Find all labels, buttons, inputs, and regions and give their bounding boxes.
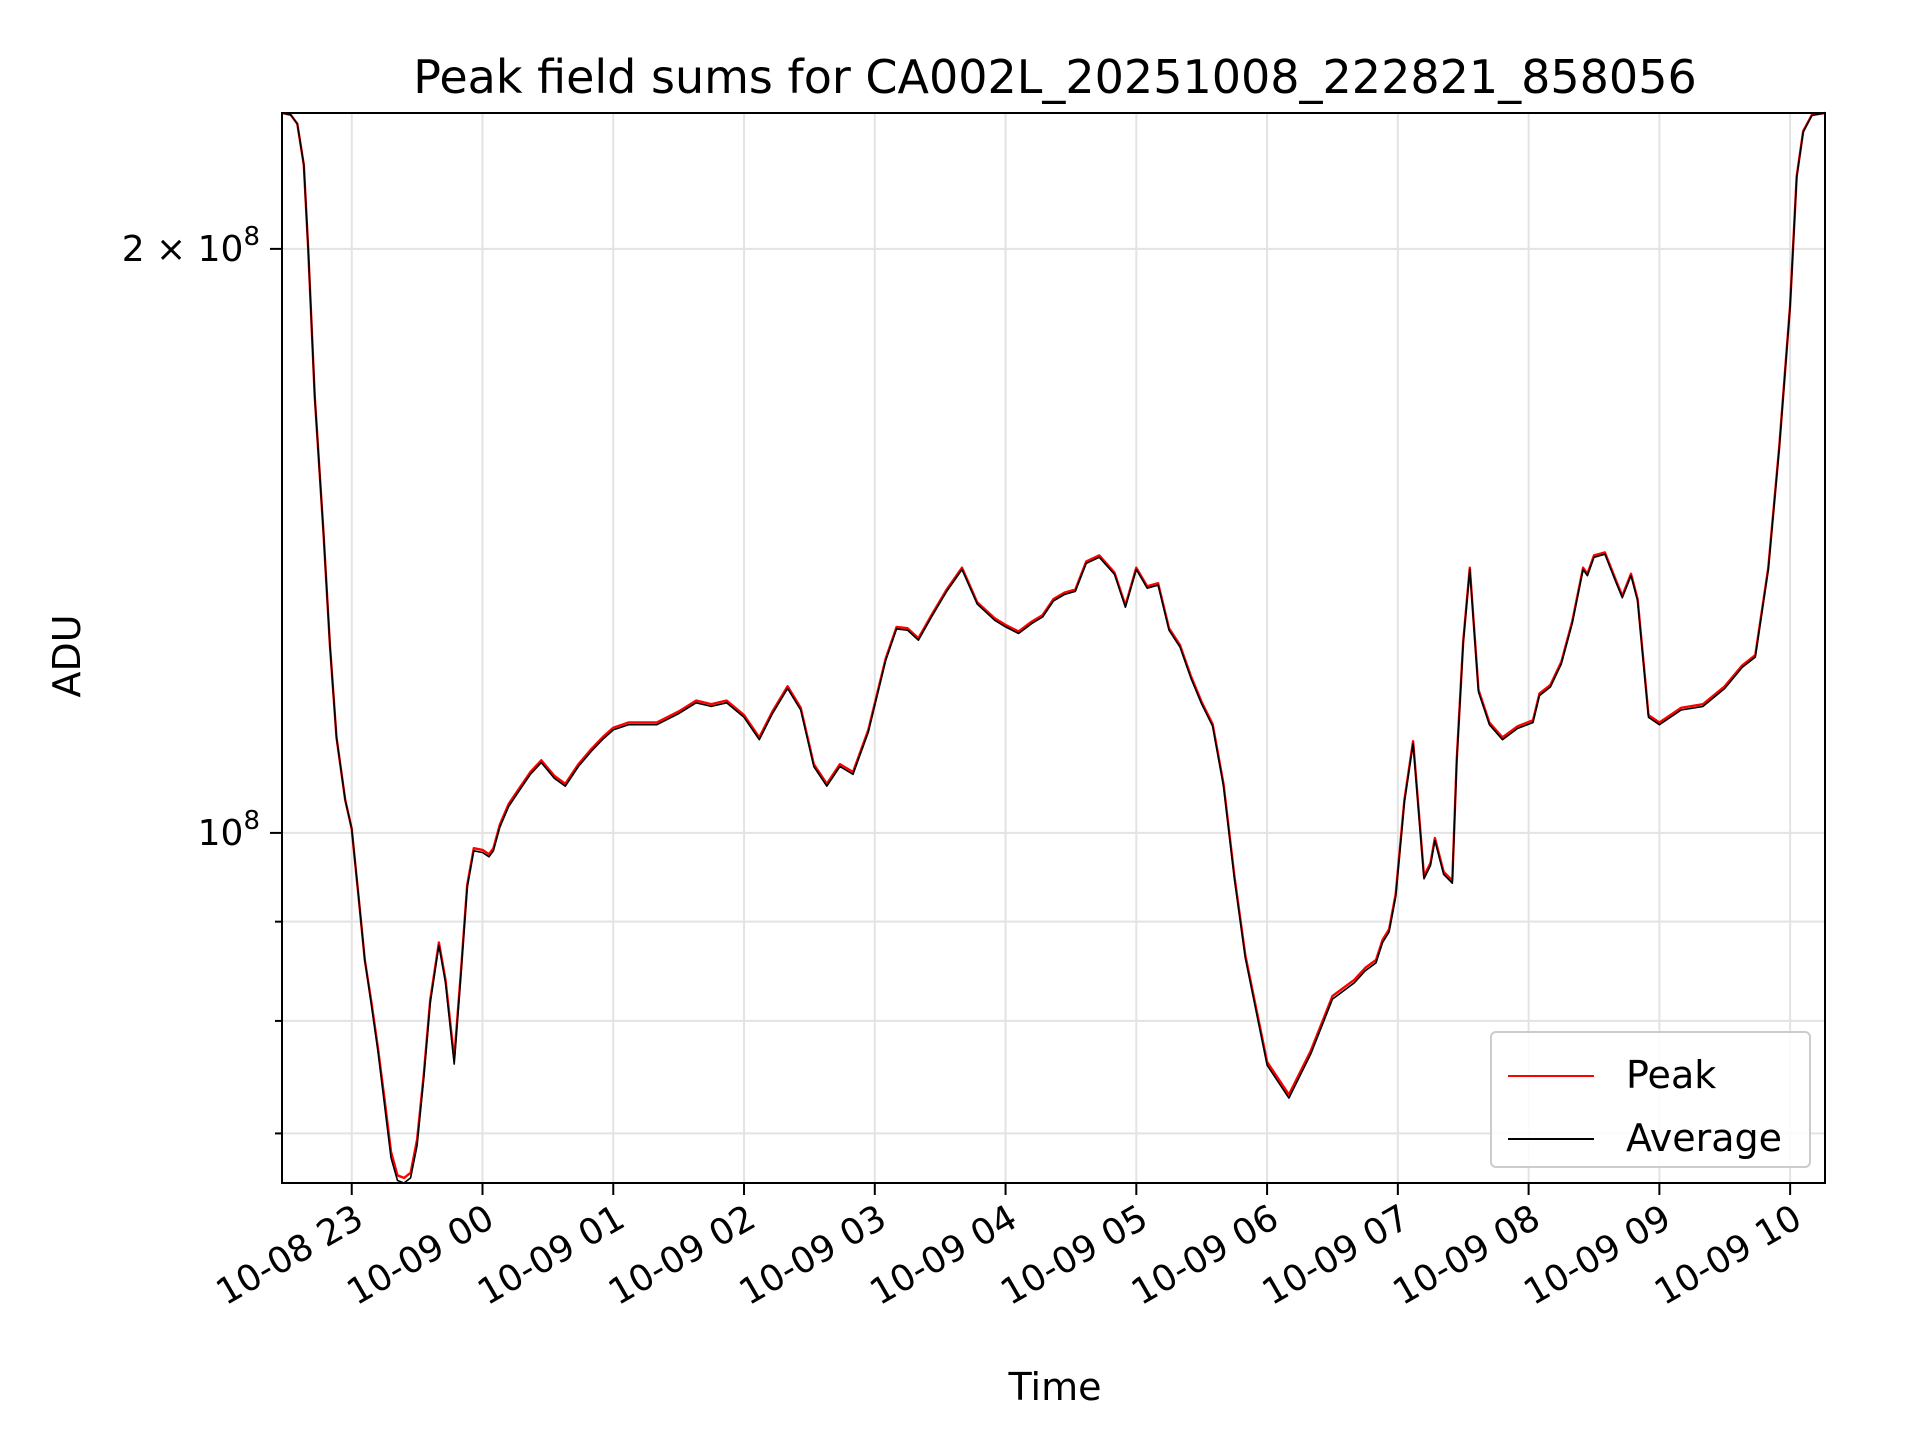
x-tick-label: 10-08 23 [210, 1197, 371, 1313]
legend-item-peak: Peak [1492, 1053, 1809, 1097]
x-tick-label: 10-09 10 [1648, 1197, 1809, 1313]
plot-frame [281, 112, 1826, 1184]
y-tick-label: 108 [198, 806, 260, 854]
y-axis-label: ADU [45, 614, 89, 698]
x-tick-label: 10-09 02 [602, 1197, 763, 1313]
x-tick-label: 10-09 06 [1125, 1197, 1286, 1313]
series-line-average [281, 112, 1826, 1184]
chart-title: Peak field sums for CA002L_20251008_2228… [413, 50, 1697, 104]
x-tick-label: 10-09 05 [994, 1197, 1155, 1313]
x-tick-label: 10-09 03 [733, 1197, 894, 1313]
x-tick-label: 10-09 04 [863, 1197, 1024, 1313]
grid-lines [282, 113, 1825, 1183]
x-tick-label: 10-09 08 [1386, 1197, 1547, 1313]
x-tick-label: 10-09 07 [1256, 1197, 1417, 1313]
x-tick-label: 10-09 01 [471, 1197, 632, 1313]
legend: Peak Average [1490, 1031, 1811, 1168]
x-tick-label: 10-09 09 [1517, 1197, 1678, 1313]
series-line-peak [281, 111, 1826, 1180]
legend-swatch-peak [1508, 1075, 1594, 1077]
y-tick-label: 2 × 108 [122, 222, 260, 270]
legend-item-average: Average [1492, 1116, 1809, 1160]
legend-label-peak: Peak [1626, 1053, 1717, 1097]
legend-swatch-average [1508, 1138, 1594, 1140]
series-layer [281, 111, 1826, 1184]
x-tick-label: 10-09 00 [340, 1197, 501, 1313]
legend-label-average: Average [1626, 1116, 1783, 1160]
x-axis-label: Time [1008, 1365, 1102, 1409]
